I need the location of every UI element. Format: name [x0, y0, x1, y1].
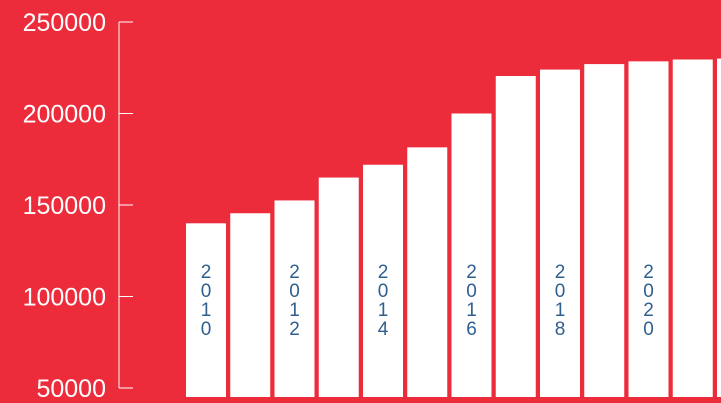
bar-2013: [318, 177, 359, 397]
y-axis: 250000 200000 150000 100000 50000: [23, 9, 133, 403]
y-tick-label: 150000: [23, 192, 106, 220]
y-tick-label: 50000: [36, 375, 106, 403]
bar-2015: [407, 147, 448, 397]
y-tick-label: 200000: [23, 101, 106, 129]
bar-2017: [495, 75, 536, 398]
bar-2021: [672, 59, 713, 397]
bar-2012: [274, 200, 315, 397]
bar-2022: [717, 58, 721, 397]
bar-2014: [363, 164, 403, 397]
bar-2018: [540, 69, 580, 397]
y-tick-label: 250000: [23, 9, 106, 37]
bar-2011: [230, 213, 271, 397]
bar-labels: 2 0 1 0 2 0 1 2 2 0 1 4 2 0 1 6 2 0 1 8 2 0 2 0: [201, 262, 654, 340]
bar-2010: [186, 223, 226, 397]
y-tick-label: 100000: [23, 284, 106, 312]
bar-2019: [584, 64, 625, 397]
bars: [186, 58, 721, 398]
bar-2020: [628, 61, 669, 397]
bar-2016: [451, 113, 492, 397]
